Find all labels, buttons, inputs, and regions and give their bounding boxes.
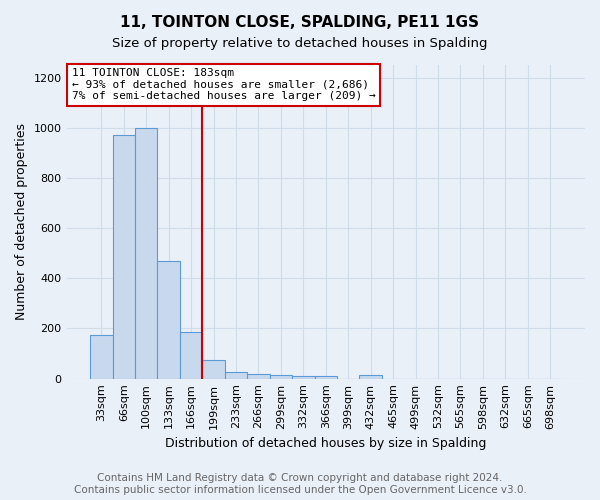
Bar [292,376,314,378]
Bar [202,360,225,378]
Text: 11, TOINTON CLOSE, SPALDING, PE11 1GS: 11, TOINTON CLOSE, SPALDING, PE11 1GS [121,15,479,30]
Bar [269,375,292,378]
Text: Contains HM Land Registry data © Crown copyright and database right 2024.
Contai: Contains HM Land Registry data © Crown c… [74,474,526,495]
Bar [359,375,382,378]
Bar [225,372,247,378]
Bar [113,136,135,378]
Bar [90,335,113,378]
Bar [314,376,337,378]
Bar [180,332,202,378]
X-axis label: Distribution of detached houses by size in Spalding: Distribution of detached houses by size … [165,437,487,450]
Y-axis label: Number of detached properties: Number of detached properties [15,124,28,320]
Bar [247,374,269,378]
Text: Size of property relative to detached houses in Spalding: Size of property relative to detached ho… [112,38,488,51]
Bar [157,260,180,378]
Bar [135,128,157,378]
Text: 11 TOINTON CLOSE: 183sqm
← 93% of detached houses are smaller (2,686)
7% of semi: 11 TOINTON CLOSE: 183sqm ← 93% of detach… [72,68,376,102]
